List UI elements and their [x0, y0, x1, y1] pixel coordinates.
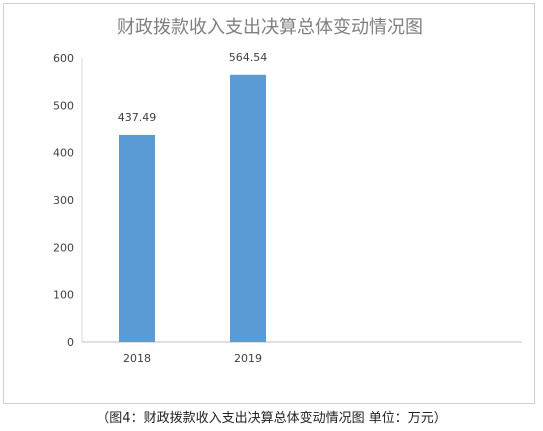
y-tick-label: 500 [53, 99, 74, 112]
y-tick-label: 0 [67, 336, 74, 349]
bar-2018 [119, 134, 155, 342]
bars: 437.49 564.54 [118, 51, 268, 343]
figure-caption: （图4：财政拨款收入支出决算总体变动情况图 单位：万元） [96, 411, 447, 426]
y-tick-label: 400 [53, 147, 74, 160]
data-label-2019: 564.54 [229, 51, 268, 64]
y-tick-label: 100 [53, 289, 74, 302]
x-tick-label-2019: 2019 [234, 352, 262, 365]
bar-2019 [230, 74, 266, 343]
chart-frame [3, 3, 535, 404]
data-label-2018: 437.49 [118, 111, 157, 124]
x-tick-labels: 2018 2019 [123, 352, 262, 365]
chart-title: 财政拨款收入支出决算总体变动情况图 [117, 17, 423, 38]
y-tick-labels: 0 100 200 300 400 500 600 [53, 52, 74, 349]
y-tick-label: 200 [53, 241, 74, 254]
x-tick-label-2018: 2018 [123, 352, 151, 365]
y-tick-label: 300 [53, 194, 74, 207]
y-tick-label: 600 [53, 52, 74, 65]
